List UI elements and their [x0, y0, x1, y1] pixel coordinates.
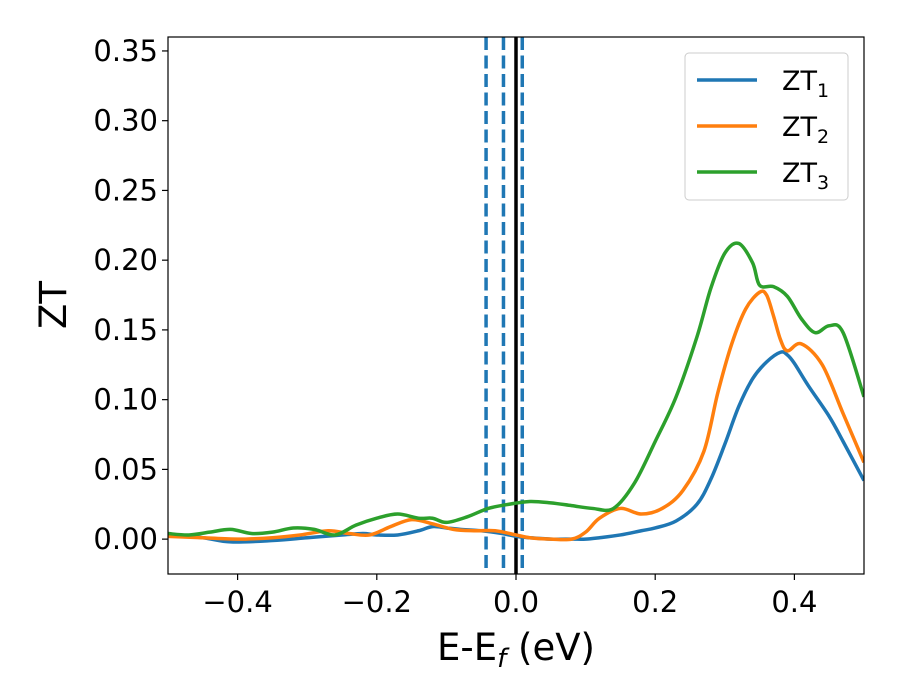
x-axis-label: E-Ef (eV) — [437, 626, 595, 674]
series-line-zt2 — [168, 289, 864, 542]
x-tick-label: −0.2 — [342, 585, 412, 619]
y-tick-label: 0.25 — [93, 173, 158, 207]
x-tick-label: 0.0 — [493, 585, 539, 619]
x-axis-ticks: −0.4 −0.2 0.0 0.2 0.4 — [202, 574, 817, 619]
reference-lines — [484, 37, 525, 574]
y-tick-label: 0.00 — [93, 522, 158, 556]
x-tick-label: 0.2 — [632, 585, 678, 619]
y-axis-ticks: 0.00 0.05 0.10 0.15 0.20 0.25 0.30 0.35 — [93, 34, 168, 556]
y-axis-label: ZT — [32, 281, 75, 329]
x-tick-label: −0.4 — [202, 585, 272, 619]
series-line-zt3 — [168, 241, 864, 537]
y-tick-label: 0.20 — [93, 243, 158, 277]
series-lines — [168, 241, 864, 544]
y-tick-label: 0.30 — [93, 104, 158, 138]
legend-box — [684, 52, 849, 201]
y-tick-label: 0.35 — [93, 34, 158, 68]
y-tick-label: 0.10 — [93, 383, 158, 417]
legend-label-zt3: ZT3 — [782, 158, 829, 194]
y-tick-label: 0.05 — [93, 452, 158, 486]
legend-label-zt1: ZT1 — [782, 66, 829, 102]
legend: ZT1 ZT2 ZT3 — [684, 52, 849, 201]
y-tick-label: 0.15 — [93, 313, 158, 347]
x-tick-label: 0.4 — [771, 585, 817, 619]
legend-label-zt2: ZT2 — [782, 112, 829, 148]
